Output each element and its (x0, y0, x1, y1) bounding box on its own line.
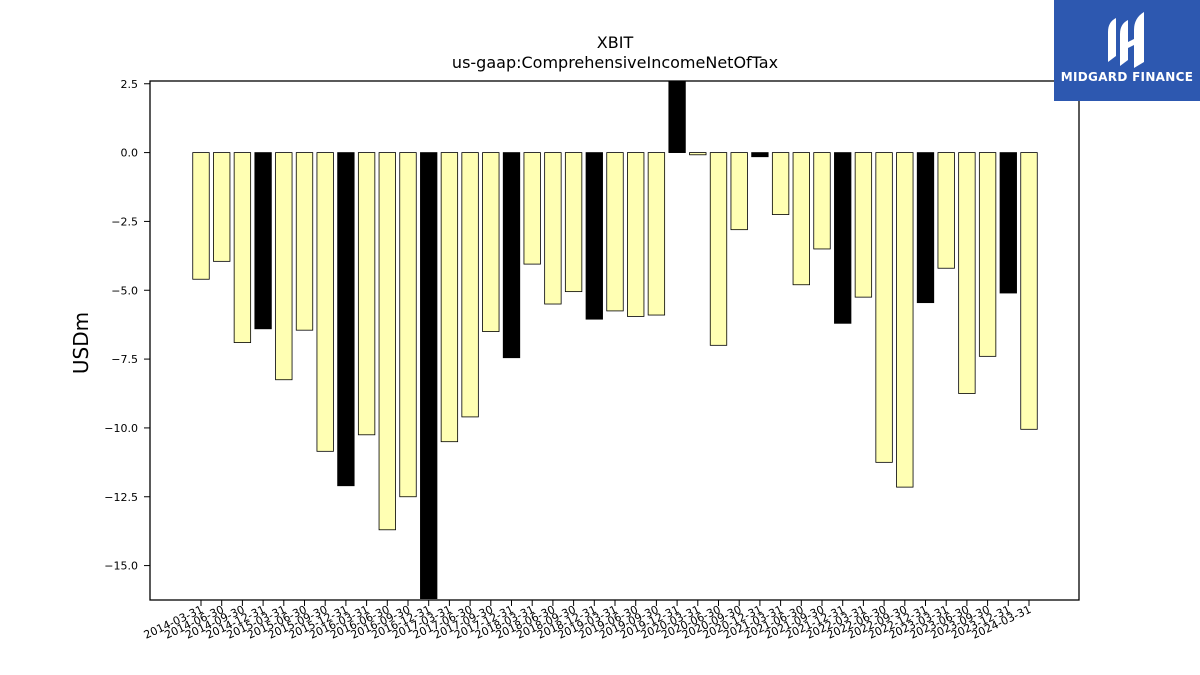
bar-2020-12-31 (751, 152, 769, 158)
bar-2021-06-30 (792, 152, 810, 286)
y-tick-label: 2.5 (121, 78, 139, 91)
bar-2018-12-31 (585, 152, 603, 320)
bar-2021-03-31 (771, 152, 790, 215)
bar-2023-09-30 (978, 152, 997, 357)
bar-2014-12-31 (254, 152, 272, 330)
bar-2019-09-30 (647, 152, 666, 316)
bar-2023-12-31 (999, 152, 1017, 294)
bar-2023-06-30 (958, 152, 976, 394)
bar-2024-03-31 (1020, 152, 1038, 430)
bar-2015-12-31 (337, 152, 355, 487)
bar-2021-12-31 (834, 152, 852, 324)
plot-frame (149, 80, 1080, 601)
bar-2022-06-30 (875, 152, 893, 463)
chart-title: XBIT (597, 33, 634, 52)
bar-2018-09-30 (564, 152, 583, 293)
y-axis-label: USDm (69, 312, 93, 374)
bar-2019-03-31 (606, 152, 624, 312)
bar-2014-06-30 (213, 152, 231, 262)
midgard-logo-icon (1108, 12, 1144, 68)
bar-2020-03-31 (689, 152, 707, 156)
bar-2018-03-31 (523, 152, 541, 265)
y-axis: 2.5 0.0 −2.5 −5.0 −7.5 −10.0 −12.5 −15.0 (104, 78, 150, 573)
bars-group (192, 80, 1038, 600)
bar-2018-06-30 (544, 152, 562, 305)
bar-2022-09-30 (896, 152, 914, 488)
y-tick-label: −15.0 (104, 560, 138, 573)
y-tick-label: −10.0 (104, 422, 138, 435)
bar-2017-12-31 (502, 152, 521, 359)
logo-text: MIDGARD FINANCE (1060, 70, 1194, 84)
bar-2020-06-30 (709, 152, 728, 346)
bar-2023-03-31 (937, 152, 955, 269)
bar-2015-09-30 (316, 152, 334, 452)
bar-2022-03-31 (854, 152, 873, 298)
bar-2017-06-30 (461, 152, 479, 418)
bar-2017-03-31 (440, 152, 459, 443)
bar-2015-03-31 (275, 152, 293, 381)
bar-2014-09-30 (233, 152, 252, 343)
bar-2019-06-30 (627, 152, 645, 317)
bar-2017-09-30 (482, 152, 500, 332)
bar-2014-03-31 (192, 152, 210, 280)
bar-2016-06-30 (378, 152, 396, 531)
midgard-finance-logo: MIDGARD FINANCE (1054, 0, 1200, 101)
y-tick-label: −7.5 (111, 353, 138, 366)
bar-2021-09-30 (813, 152, 831, 250)
bar-2016-09-30 (399, 152, 417, 498)
y-tick-label: −12.5 (104, 491, 138, 504)
x-axis: 2014-03-312014-06-302014-09-302014-12-31… (142, 600, 1033, 642)
bar-2022-12-31 (916, 152, 935, 304)
bar-2016-12-31 (420, 152, 438, 600)
bar-2020-09-30 (730, 152, 748, 231)
bar-2016-03-31 (357, 152, 376, 436)
bar-2015-06-30 (295, 152, 314, 331)
y-tick-label: −2.5 (111, 215, 138, 228)
y-tick-label: −5.0 (111, 284, 138, 297)
y-tick-label: 0.0 (121, 147, 139, 160)
bar-2019-12-31 (668, 80, 686, 153)
chart-subtitle: us-gaap:ComprehensiveIncomeNetOfTax (452, 53, 778, 72)
